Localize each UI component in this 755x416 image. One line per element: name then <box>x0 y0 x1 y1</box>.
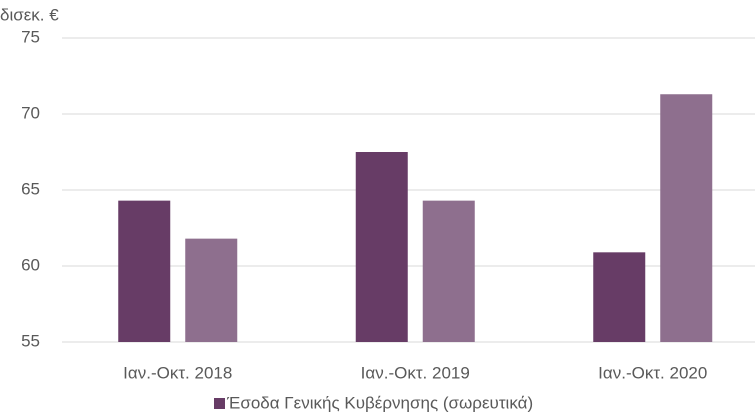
x-tick-label: Ιαν.-Οκτ. 2019 <box>361 363 470 382</box>
legend-swatch <box>214 398 225 409</box>
y-tick-label: 75 <box>21 27 40 46</box>
bar <box>118 200 171 342</box>
y-tick-label: 60 <box>21 255 40 274</box>
bar <box>660 94 713 343</box>
x-tick-label: Ιαν.-Οκτ. 2020 <box>598 363 707 382</box>
bar <box>593 252 646 342</box>
bar <box>185 238 238 342</box>
legend-label: Έσοδα Γενικής Κυβέρνησης (σωρευτικά) <box>226 393 533 412</box>
x-tick-label: Ιαν.-Οκτ. 2018 <box>123 363 232 382</box>
y-axis-label: δισεκ. € <box>0 5 59 24</box>
bar <box>422 200 475 342</box>
y-tick-label: 65 <box>21 179 40 198</box>
y-tick-label: 70 <box>21 103 40 122</box>
bar <box>355 152 408 342</box>
y-tick-label: 55 <box>21 331 40 350</box>
